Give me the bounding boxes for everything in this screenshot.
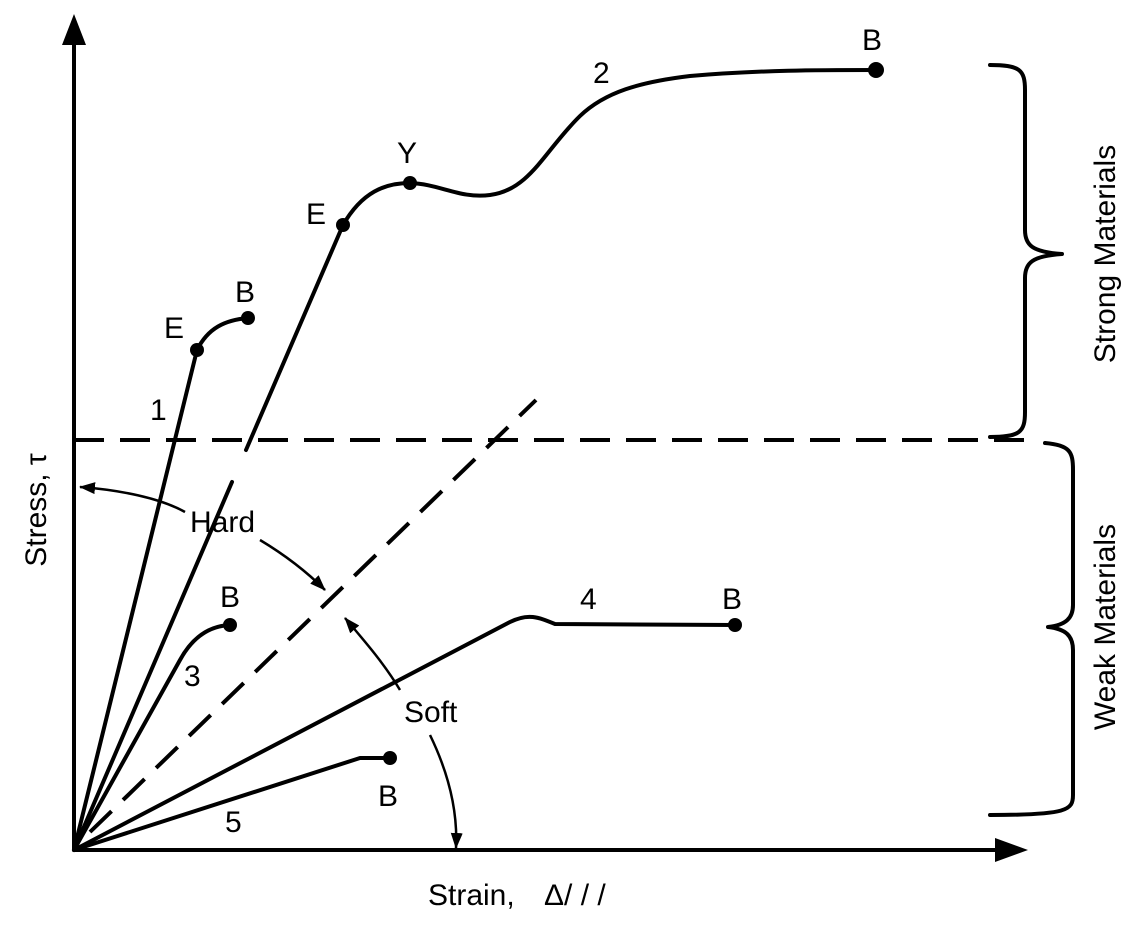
hard-soft-divider bbox=[88, 398, 538, 834]
curve-3-number: 3 bbox=[184, 660, 201, 693]
curve-2-label-y: Y bbox=[397, 137, 417, 170]
y-axis-arrowhead bbox=[62, 14, 86, 45]
curve-1-point-b bbox=[241, 311, 255, 325]
hard-soft-annotation: Hard Soft bbox=[79, 482, 463, 849]
strong-materials-brace: Strong Materials bbox=[988, 63, 1122, 439]
curve-3-point-b bbox=[223, 618, 237, 632]
curve-1-label-e: E bbox=[164, 312, 184, 345]
soft-arrow-to-axis bbox=[428, 734, 463, 849]
curve-1-number: 1 bbox=[150, 394, 167, 427]
curve-4: B 4 bbox=[72, 583, 742, 852]
hard-arrow-to-axis bbox=[79, 482, 186, 514]
axes bbox=[62, 14, 1028, 862]
curve-2: E Y B 2 bbox=[72, 24, 884, 852]
weak-materials-brace: Weak Materials bbox=[988, 441, 1122, 817]
curve-5: B 5 bbox=[72, 751, 398, 852]
strong-materials-label: Strong Materials bbox=[1089, 145, 1122, 363]
x-axis-label-symbol: Δ/ / / bbox=[544, 879, 606, 912]
curve-4-label-b: B bbox=[722, 583, 742, 616]
curve-1-label-b: B bbox=[235, 276, 255, 309]
curve-3: B 3 bbox=[72, 581, 240, 852]
curve-5-line bbox=[72, 756, 392, 852]
hard-arrow-to-divider bbox=[259, 538, 326, 591]
curve-4-point-b bbox=[728, 618, 742, 632]
soft-label: Soft bbox=[404, 696, 458, 729]
curve-3-line bbox=[72, 623, 232, 852]
curve-4-number: 4 bbox=[580, 583, 597, 616]
x-axis-label: Strain, bbox=[428, 879, 515, 912]
curve-2-point-e bbox=[336, 218, 350, 232]
y-axis-label: Stress, τ bbox=[20, 453, 53, 567]
curve-2-line bbox=[244, 68, 878, 452]
weak-materials-label: Weak Materials bbox=[1089, 524, 1122, 730]
curve-4-line bbox=[72, 614, 737, 852]
curve-5-number: 5 bbox=[225, 806, 242, 839]
curve-2-label-b: B bbox=[862, 24, 882, 57]
curve-1: E B 1 bbox=[72, 276, 255, 852]
curve-2-label-e: E bbox=[306, 198, 326, 231]
curve-5-label-b: B bbox=[378, 780, 398, 813]
curve-2-number: 2 bbox=[593, 57, 610, 90]
curve-3-label-b: B bbox=[220, 581, 240, 614]
curve-2-lower-line bbox=[72, 480, 234, 852]
soft-arrow-to-divider bbox=[344, 617, 402, 691]
x-axis-arrowhead bbox=[995, 838, 1028, 862]
strong-brace-path bbox=[988, 63, 1064, 439]
hard-label: Hard bbox=[190, 506, 255, 539]
curve-5-point-b bbox=[383, 751, 397, 765]
curve-2-point-b bbox=[868, 62, 884, 78]
curve-2-point-y bbox=[403, 176, 417, 190]
weak-brace-path bbox=[988, 441, 1075, 817]
curve-1-point-e bbox=[190, 343, 204, 357]
